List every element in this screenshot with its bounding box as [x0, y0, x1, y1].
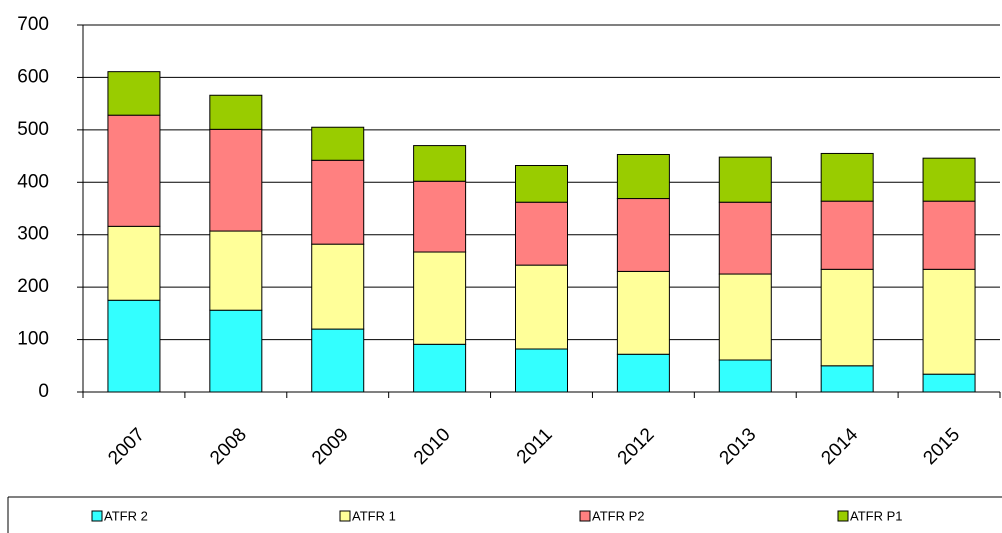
- legend-swatch: [837, 510, 849, 522]
- y-tick-label: 500: [17, 119, 49, 140]
- bar-segment: [515, 348, 568, 393]
- bar-segment: [413, 145, 467, 182]
- bar-segment: [515, 201, 568, 266]
- legend-swatch: [579, 510, 591, 522]
- bar-segment: [107, 114, 161, 227]
- legend-swatch: [339, 510, 351, 522]
- legend-label: ATFR 1: [352, 508, 396, 523]
- bar-segment: [107, 225, 161, 301]
- bar-segment: [209, 309, 263, 393]
- bar-segment: [413, 343, 467, 393]
- x-tick-label: 2009: [308, 424, 353, 469]
- bar-segment: [311, 328, 365, 393]
- y-tick-label: 600: [17, 66, 49, 87]
- x-tick-label: 2007: [104, 424, 149, 469]
- bar-segment: [718, 156, 772, 203]
- bar-segment: [311, 159, 365, 245]
- bar-segment: [616, 198, 670, 272]
- bar-segment: [922, 268, 976, 375]
- x-tick-label: 2015: [919, 424, 964, 469]
- bar-segment: [209, 128, 263, 232]
- x-tick-label: 2010: [410, 424, 455, 469]
- bar-segment: [616, 270, 670, 355]
- bar-segment: [616, 153, 670, 200]
- bar-segment: [922, 373, 976, 393]
- x-tick-label: 2012: [614, 424, 659, 469]
- bar-segment: [311, 243, 365, 330]
- legend-swatch: [91, 510, 103, 522]
- bar-segment: [413, 180, 467, 253]
- bar-segment: [718, 359, 772, 393]
- x-tick-label: 2014: [818, 424, 863, 469]
- bar-segment: [209, 230, 263, 311]
- bar-segment: [107, 71, 161, 116]
- legend-label: ATFR 2: [104, 508, 148, 523]
- x-tick-label: 2013: [716, 424, 761, 469]
- y-tick-label: 400: [17, 171, 49, 192]
- y-tick-label: 200: [17, 276, 49, 297]
- bar-segment: [616, 353, 670, 393]
- bar-segment: [413, 251, 467, 345]
- bar-segment: [311, 126, 365, 161]
- bar-segment: [820, 268, 874, 367]
- y-tick-label: 0: [38, 381, 49, 402]
- bar-segment: [515, 165, 568, 203]
- x-tick-label: 2011: [513, 424, 557, 468]
- bar-segment: [922, 157, 976, 202]
- bar-segment: [718, 201, 772, 275]
- bar-segment: [922, 200, 976, 270]
- bar-segment: [820, 365, 874, 393]
- y-tick-label: 700: [17, 14, 49, 35]
- bar-segment: [107, 299, 161, 393]
- x-tick-label: 2008: [206, 424, 251, 469]
- bar-segment: [209, 94, 263, 130]
- legend-label: ATFR P1: [850, 508, 903, 523]
- bar-segment: [515, 264, 568, 350]
- bar-segment: [820, 152, 874, 202]
- bar-segment: [820, 200, 874, 270]
- y-tick-label: 100: [17, 329, 49, 350]
- y-tick-label: 300: [17, 224, 49, 245]
- bar-segment: [718, 273, 772, 361]
- legend-label: ATFR P2: [592, 508, 645, 523]
